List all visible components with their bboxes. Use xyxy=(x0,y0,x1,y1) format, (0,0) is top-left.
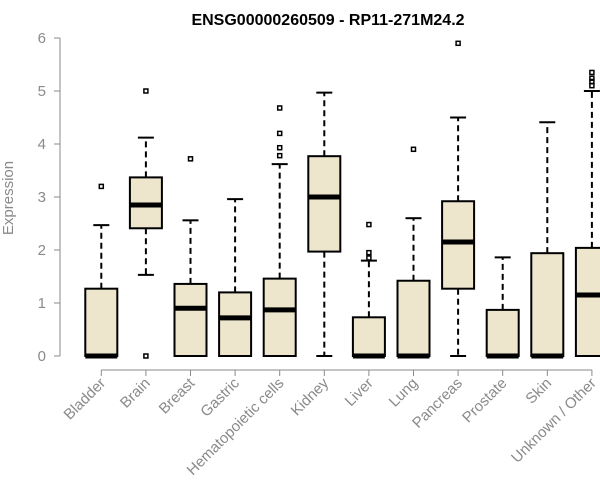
outlier-point xyxy=(143,88,149,94)
outlier-point xyxy=(589,78,595,85)
outlier-point xyxy=(410,146,417,153)
x-tick-label: Prostate xyxy=(459,375,511,427)
y-tick-label: 5 xyxy=(38,83,46,100)
box-kidney xyxy=(307,91,342,357)
box-series xyxy=(84,40,600,359)
outlier-point xyxy=(366,221,372,228)
box-gastric xyxy=(218,198,253,357)
iqr-box xyxy=(441,200,476,290)
outlier-point xyxy=(276,105,283,111)
x-tick-label: Skin xyxy=(522,375,555,408)
x-tick-label: Kidney xyxy=(288,374,333,419)
y-tick-label: 0 xyxy=(38,348,46,365)
outlier-point xyxy=(455,40,461,47)
outlier-point xyxy=(366,249,372,256)
box-brain xyxy=(128,88,163,359)
outlier-point xyxy=(589,75,595,82)
outlier-point xyxy=(366,255,372,261)
outlier-point xyxy=(589,69,595,76)
iqr-box xyxy=(173,282,208,358)
iqr-box xyxy=(218,291,253,357)
y-tick-label: 1 xyxy=(38,295,46,312)
box-unknown-other xyxy=(574,69,600,358)
iqr-box xyxy=(351,316,386,357)
iqr-box xyxy=(262,277,297,357)
outlier-point xyxy=(276,152,283,159)
iqr-box xyxy=(530,252,565,357)
x-tick-label: Brain xyxy=(117,375,154,412)
iqr-box xyxy=(574,246,600,358)
y-tick-label: 2 xyxy=(38,242,46,259)
y-axis: 0 1 2 3 4 5 6 xyxy=(38,30,61,365)
outlier-point xyxy=(276,130,283,137)
outlier-point xyxy=(589,82,595,89)
box-pancreas xyxy=(441,40,476,357)
box-lung xyxy=(396,146,431,359)
x-tick-label: Unknown / Other xyxy=(508,375,600,467)
y-tick-label: 4 xyxy=(38,136,46,153)
iqr-box xyxy=(396,279,431,357)
outlier-point xyxy=(98,183,105,190)
box-liver xyxy=(351,221,386,359)
outlier-point xyxy=(276,144,283,151)
box-bladder xyxy=(84,183,119,359)
outlier-point xyxy=(187,156,194,162)
iqr-box xyxy=(84,287,119,357)
box-skin xyxy=(530,121,565,359)
box-hematopoietic-cells xyxy=(262,105,297,357)
iqr-box xyxy=(485,308,520,358)
outlier-point xyxy=(143,353,149,359)
box-breast xyxy=(173,156,208,358)
y-tick-label: 6 xyxy=(38,30,46,47)
x-tick-label: Liver xyxy=(342,375,377,410)
box-prostate xyxy=(485,256,520,359)
x-tick-label: Bladder xyxy=(61,375,110,424)
x-tick-label: Lung xyxy=(386,375,422,411)
x-tick-label: Breast xyxy=(156,374,199,417)
chart-title: ENSG00000260509 - RP11-271M24.2 xyxy=(191,12,464,29)
y-axis-label: Expression xyxy=(0,161,17,235)
iqr-box xyxy=(307,155,342,253)
y-tick-label: 3 xyxy=(38,189,46,206)
